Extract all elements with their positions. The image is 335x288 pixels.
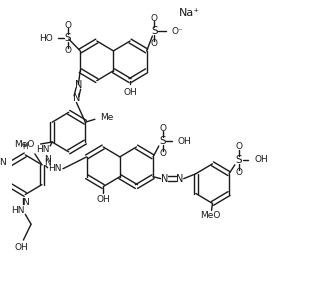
Text: MeO: MeO: [200, 211, 221, 220]
Text: O: O: [64, 46, 71, 55]
Text: OH: OH: [15, 243, 28, 253]
Text: O: O: [151, 39, 158, 48]
Text: N: N: [73, 93, 80, 103]
Text: HN: HN: [11, 206, 24, 215]
Text: OH: OH: [178, 137, 192, 145]
Text: HN: HN: [36, 145, 49, 154]
Text: O: O: [235, 168, 242, 177]
Text: O: O: [64, 21, 71, 30]
Text: N: N: [44, 158, 51, 167]
Text: OH: OH: [96, 195, 110, 204]
Text: N: N: [75, 79, 82, 90]
Text: N: N: [22, 198, 29, 207]
Text: O: O: [159, 149, 166, 158]
Text: HN: HN: [49, 164, 62, 173]
Text: N: N: [44, 155, 51, 164]
Text: N: N: [161, 174, 168, 184]
Text: O: O: [151, 14, 158, 23]
Text: Na⁺: Na⁺: [179, 8, 200, 18]
Text: MeO: MeO: [14, 141, 35, 149]
Text: H: H: [22, 143, 28, 151]
Text: S: S: [159, 136, 166, 146]
Text: HO: HO: [39, 33, 53, 43]
Text: S: S: [64, 33, 71, 43]
Text: N: N: [0, 158, 6, 167]
Text: O: O: [235, 143, 242, 151]
Text: Me: Me: [100, 113, 113, 122]
Text: N: N: [176, 174, 184, 184]
Text: O: O: [159, 124, 166, 133]
Text: S: S: [236, 155, 242, 165]
Text: OH: OH: [123, 88, 137, 97]
Text: S: S: [151, 26, 158, 36]
Text: OH: OH: [254, 155, 268, 164]
Text: O⁻: O⁻: [172, 26, 183, 36]
